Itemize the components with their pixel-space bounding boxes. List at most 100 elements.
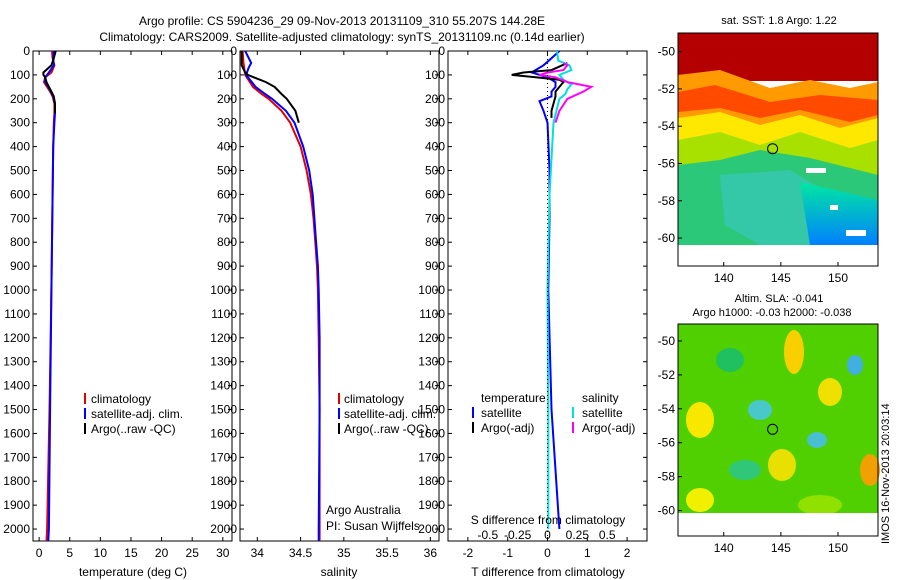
depth-tick-label: 200 — [10, 92, 30, 106]
argo-location-marker — [767, 423, 779, 435]
series-line-0-2 — [42, 51, 57, 114]
depth-tick-label: 100 — [425, 68, 445, 82]
depth-tick-label: 600 — [425, 187, 445, 201]
depth-tick-label: 400 — [217, 140, 237, 154]
depth-tick-label: 1400 — [418, 379, 445, 393]
depth-tick-label: 600 — [217, 187, 237, 201]
map-x-tick-label: 140 — [714, 271, 734, 285]
depth-ticks: 0 100 200 300 400 500 600 700 800 900 1000 1100 1200… — [3, 44, 232, 536]
s-difference-ticks: -0.5 -0.25 0 0.25 0.5 — [477, 528, 615, 542]
depth-tick-label: 1600 — [210, 426, 237, 440]
sla-map-image — [677, 323, 880, 537]
legend-swatch-t-satellite — [472, 407, 474, 418]
legend-swatch-s-satellite — [572, 407, 574, 418]
legend-satellite-adj: satellite-adj. clim. — [344, 407, 436, 421]
difference-xlabel: T difference from climatology — [471, 565, 625, 579]
depth-tick-label: 1900 — [210, 498, 237, 512]
legend-swatch-satellite — [338, 408, 340, 419]
depth-tick-label: 0 — [23, 44, 30, 58]
legend-climatology: climatology — [344, 392, 404, 406]
depth-tick-label: 1700 — [418, 450, 445, 464]
legend-t-satellite: satellite — [481, 406, 522, 420]
credit-line-1: Argo Australia — [326, 503, 401, 517]
depth-tick-label: 700 — [217, 211, 237, 225]
temperature-xlabel: temperature (deg C) — [79, 565, 187, 579]
map-x-tick-label: 140 — [714, 541, 734, 555]
sst-map-panel: sat. SST: 1.8 Argo: 1.22 -50 -52 -54 -56 -58… — [658, 15, 879, 285]
depth-tick-label: 1500 — [418, 403, 445, 417]
depth-tick-label: 0 — [230, 44, 237, 58]
salinity-axes-box — [239, 50, 440, 542]
temperature-lines — [42, 51, 57, 541]
depth-tick-label: 2000 — [210, 522, 237, 536]
sst-map-image — [677, 32, 879, 267]
map-x-tick-label: 145 — [771, 541, 791, 555]
legend-temperature-title: temperature — [481, 391, 546, 405]
depth-tick-label: 2000 — [3, 522, 30, 536]
legend-s-argo: Argo(-adj) — [582, 421, 635, 435]
depth-tick-label: 300 — [217, 116, 237, 130]
depth-tick-label: 800 — [425, 235, 445, 249]
depth-tick-label: 200 — [425, 92, 445, 106]
series-line-2-3 — [539, 62, 595, 124]
title-line-1: Argo profile: CS 5904236_29 09-Nov-2013 … — [139, 14, 545, 28]
depth-tick-label: 1000 — [210, 283, 237, 297]
depth-tick-label: 600 — [10, 187, 30, 201]
credit-line-2: PI: Susan Wijffels — [326, 519, 420, 533]
depth-tick-label: 1100 — [211, 307, 237, 321]
s-tick-label: -0.5 — [477, 528, 498, 542]
depth-tick-label: 1200 — [418, 331, 445, 345]
depth-tick-label: 1200 — [210, 331, 237, 345]
depth-tick-label: 1700 — [210, 450, 237, 464]
x-tick-label: 35.5 — [375, 546, 399, 560]
sla-map-subtitle: Argo h1000: -0.03 h2000: -0.038 — [692, 307, 851, 319]
map-y-tick-label: -50 — [658, 45, 676, 59]
map-y-tick-label: -56 — [658, 436, 676, 450]
sla-map-panel: Altim. SLA: -0.041 Argo h1000: -0.03 h20… — [658, 293, 880, 555]
sst-map-title: sat. SST: 1.8 Argo: 1.22 — [721, 15, 837, 27]
depth-tick-label: 700 — [10, 211, 30, 225]
s-tick-label: 0.25 — [566, 528, 590, 542]
legend-climatology: climatology — [91, 392, 151, 406]
series-line-1-2 — [240, 51, 300, 123]
depth-tick-label: 100 — [217, 68, 237, 82]
depth-tick-label: 500 — [217, 164, 237, 178]
sla-map-title: Altim. SLA: -0.041 — [735, 293, 824, 305]
depth-tick-label: 100 — [10, 68, 30, 82]
map-x-tick-label: 150 — [828, 541, 848, 555]
x-tick-label: 34 — [251, 546, 265, 560]
map-y-tick-label: -50 — [658, 334, 676, 348]
temperature-axes-box — [32, 50, 233, 542]
depth-tick-label: 1800 — [3, 474, 30, 488]
depth-tick-label: 900 — [10, 259, 30, 273]
depth-tick-label: 400 — [425, 140, 445, 154]
legend-swatch-argo — [84, 423, 86, 434]
map-y-tick-label: -60 — [658, 504, 676, 518]
depth-tick-label: 500 — [425, 164, 445, 178]
salinity-x-ticks: 34 34.5 35 35.5 36 — [251, 51, 437, 560]
depth-tick-label: 1600 — [418, 426, 445, 440]
map-y-tick-label: -58 — [658, 470, 676, 484]
depth-tick-label: 0 — [438, 44, 445, 58]
salinity-depth-ticks: 0 100 200 300 400 500 600 700 800 900 1000 1100 1200… — [210, 44, 439, 536]
depth-tick-label: 1000 — [3, 283, 30, 297]
series-line-2-2 — [546, 51, 573, 529]
sst-map-axes: -50 -52 -54 -56 -58 -60 140 145 150 — [658, 45, 849, 285]
map-y-tick-label: -60 — [658, 231, 676, 245]
depth-tick-label: 1200 — [3, 331, 30, 345]
depth-tick-label: 1300 — [210, 355, 237, 369]
difference-legend: temperature satellite Argo(-adj) salinit… — [472, 391, 635, 435]
map-x-tick-label: 145 — [771, 271, 791, 285]
x-tick-label: 25 — [186, 546, 200, 560]
timestamp: IMOS 16-Nov-2013 20:03:14 — [880, 403, 892, 544]
depth-tick-label: 1100 — [4, 307, 30, 321]
x-tick-label: 0 — [36, 546, 43, 560]
s-tick-label: -0.25 — [504, 528, 532, 542]
depth-tick-label: 1400 — [3, 379, 30, 393]
x-tick-label: 10 — [94, 546, 108, 560]
legend-satellite-adj: satellite-adj. clim. — [91, 407, 183, 421]
x-tick-label: -1 — [502, 546, 513, 560]
salinity-legend: climatology satellite-adj. clim. Argo(..… — [338, 392, 436, 436]
sla-map-axes: -50 -52 -54 -56 -58 -60 140 145 150 — [658, 334, 849, 555]
s-tick-label: 0.5 — [599, 528, 616, 542]
